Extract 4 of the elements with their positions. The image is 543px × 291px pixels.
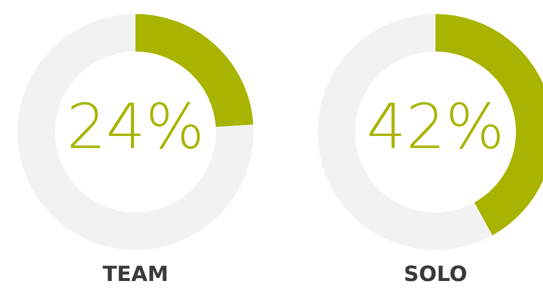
text: SOLO bbox=[402, 262, 468, 286]
data-label: 42% bbox=[366, 90, 504, 164]
data-label: 24% bbox=[66, 90, 204, 164]
text: TEAM bbox=[102, 262, 170, 286]
